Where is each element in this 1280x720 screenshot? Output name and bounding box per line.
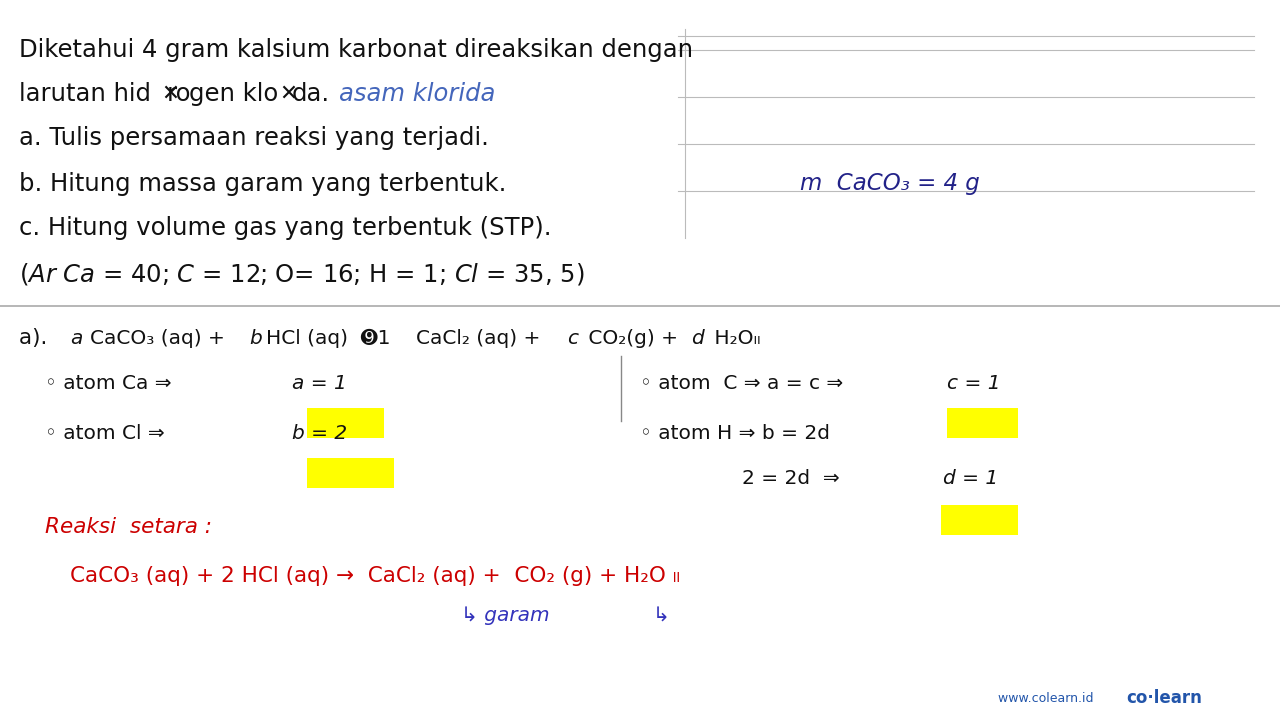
Text: a = 1: a = 1 [292,374,347,392]
Text: co·learn: co·learn [1126,690,1202,707]
FancyBboxPatch shape [307,458,394,488]
Text: a).: a). [19,328,55,348]
Text: H₂Oₗₗ: H₂Oₗₗ [708,329,760,348]
Text: CaCO₃ (aq) +: CaCO₃ (aq) + [90,329,230,348]
Text: ◦ atom Ca ⇒: ◦ atom Ca ⇒ [45,374,178,392]
Text: d = 1: d = 1 [943,469,998,488]
Text: asam klorida: asam klorida [339,81,495,106]
Text: c. Hitung volume gas yang terbentuk (STP).: c. Hitung volume gas yang terbentuk (STP… [19,216,552,240]
FancyBboxPatch shape [941,505,1018,535]
Text: a. Tulis persamaan reaksi yang terjadi.: a. Tulis persamaan reaksi yang terjadi. [19,126,489,150]
Text: ($\it{Ar}$ $\it{Ca}$ = 40; $\it{C}$ = 12; O= 16; H = 1; $\it{Cl}$ = 35, 5): ($\it{Ar}$ $\it{Ca}$ = 40; $\it{C}$ = 12… [19,261,585,287]
Text: HCl (aq)  ➒1: HCl (aq) ➒1 [266,329,390,348]
Text: CaCl₂ (aq) +: CaCl₂ (aq) + [416,329,547,348]
Text: Reaksi  setara :: Reaksi setara : [45,517,211,537]
Text: 2 = 2d  ⇒: 2 = 2d ⇒ [742,469,846,488]
Text: d: d [691,329,704,348]
Text: ◦ atom H ⇒ b = 2d: ◦ atom H ⇒ b = 2d [640,424,829,443]
Text: www.colearn.id: www.colearn.id [998,692,1102,705]
Text: da.: da. [292,81,330,106]
Text: c: c [567,329,579,348]
FancyBboxPatch shape [307,408,384,438]
Text: ✕: ✕ [161,84,179,104]
Text: ↳ garam: ↳ garam [461,606,549,625]
Text: ◦ atom  C ⇒ a = c ⇒: ◦ atom C ⇒ a = c ⇒ [640,374,850,392]
Text: ✕: ✕ [279,84,297,104]
Text: ro: ro [166,81,191,106]
Text: CO₂(g) +: CO₂(g) + [582,329,685,348]
Text: c = 1: c = 1 [947,374,1001,392]
FancyBboxPatch shape [947,408,1018,438]
Text: m  CaCO₃ = 4 g: m CaCO₃ = 4 g [800,172,979,195]
Text: ↳: ↳ [653,606,669,625]
Text: gen klo: gen klo [189,81,279,106]
Text: ◦ atom Cl ⇒: ◦ atom Cl ⇒ [45,424,172,443]
Text: b = 2: b = 2 [292,424,347,443]
Text: CaCO₃ (aq) + 2 HCl (aq) →  CaCl₂ (aq) +  CO₂ (g) + H₂O ₗₗ: CaCO₃ (aq) + 2 HCl (aq) → CaCl₂ (aq) + C… [70,566,681,586]
Text: b: b [250,329,262,348]
Text: b. Hitung massa garam yang terbentuk.: b. Hitung massa garam yang terbentuk. [19,171,507,196]
Text: a: a [70,329,83,348]
Text: Diketahui 4 gram kalsium karbonat direaksikan dengan: Diketahui 4 gram kalsium karbonat direak… [19,38,694,63]
Text: larutan hid: larutan hid [19,81,151,106]
